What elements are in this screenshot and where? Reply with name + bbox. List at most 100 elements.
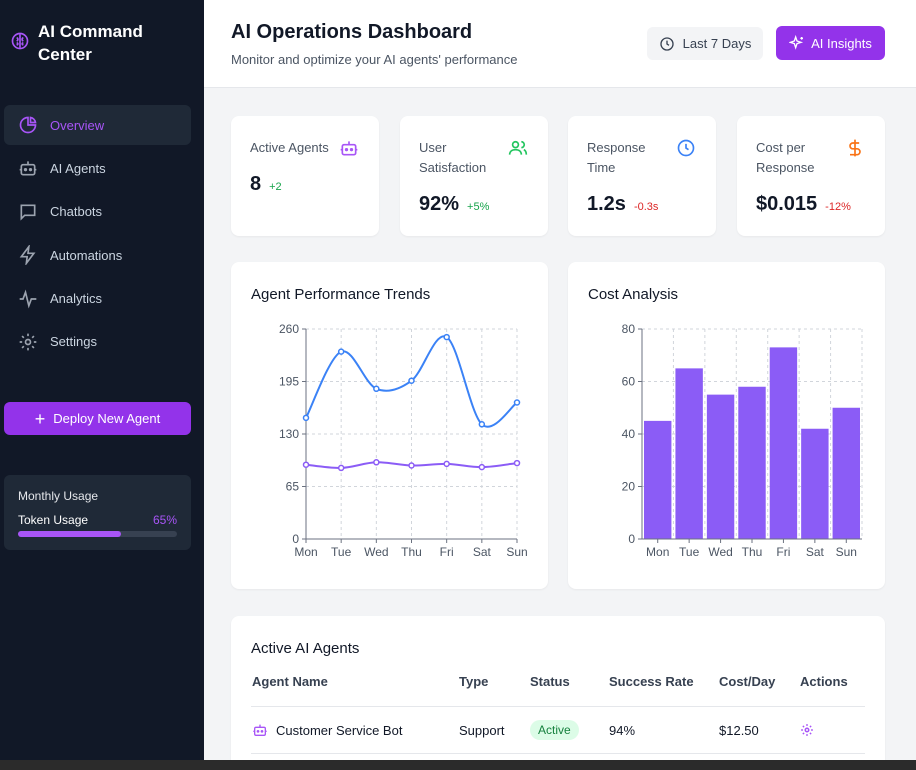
stat-change: -12% <box>825 201 851 213</box>
bar <box>801 428 829 539</box>
stat-card-response-time: Response Time 1.2s -0.3s <box>568 116 716 236</box>
bar <box>675 368 703 539</box>
x-tick-label: Wed <box>364 545 388 559</box>
deploy-agent-button[interactable]: + Deploy New Agent <box>4 402 191 435</box>
stat-card-user-satisfaction: User Satisfaction 92% +5% <box>400 116 548 236</box>
usage-label: Token Usage <box>18 513 89 527</box>
table-row[interactable]: Customer Service Bot Support Active 94% … <box>251 707 865 754</box>
sidebar-item-overview[interactable]: Overview <box>4 105 191 145</box>
dollar-icon <box>849 139 861 157</box>
agent-name: Customer Service Bot <box>276 722 403 738</box>
status-badge: Active <box>530 720 579 740</box>
clock-icon <box>677 139 695 157</box>
data-point <box>478 421 486 428</box>
data-point <box>408 462 415 469</box>
chart-title: Cost Analysis <box>588 286 679 303</box>
bar <box>738 386 766 539</box>
column-header: Type <box>459 674 489 689</box>
data-point <box>513 399 521 406</box>
usage-title: Monthly Usage <box>18 489 99 503</box>
cost-per-day: $12.50 <box>719 722 759 738</box>
data-point <box>337 348 345 355</box>
x-tick-label: Mon <box>294 545 317 559</box>
ai-insights-button[interactable]: AI Insights <box>776 26 885 60</box>
stat-change: -0.3s <box>633 201 659 213</box>
actions-cell <box>800 707 814 753</box>
data-point <box>443 460 450 468</box>
header: AI Operations Dashboard Monitor and opti… <box>204 0 916 88</box>
x-tick-label: Wed <box>708 545 732 559</box>
settings-icon[interactable] <box>800 723 814 737</box>
sidebar-item-label: Chatbots <box>50 204 103 220</box>
sidebar-item-label: AI Agents <box>50 160 106 176</box>
agents-table-card: Active AI Agents Agent Name Type Status … <box>231 616 885 760</box>
sidebar-item-ai-agents[interactable]: AI Agents <box>4 148 191 188</box>
bot-icon <box>340 141 358 156</box>
sidebar-item-chatbots[interactable]: Chatbots <box>4 192 191 232</box>
sidebar-item-label: Automations <box>50 247 123 263</box>
table-title: Active AI Agents <box>251 640 360 657</box>
y-tick-label: 80 <box>622 322 636 336</box>
y-tick-label: 65 <box>286 480 300 494</box>
agent-name-cell: Customer Service Bot <box>252 707 402 753</box>
main-content: AI Operations Dashboard Monitor and opti… <box>204 0 916 760</box>
x-tick-label: Fri <box>776 545 790 559</box>
bar <box>644 420 672 539</box>
users-icon <box>508 140 528 155</box>
brand: AI Command Center <box>10 20 178 66</box>
x-tick-label: Sun <box>506 545 527 559</box>
stat-change: +2 <box>269 181 282 193</box>
stat-label: User Satisfaction <box>419 140 487 175</box>
gear-icon <box>19 333 37 351</box>
pie-chart-icon <box>19 116 37 134</box>
data-point <box>513 459 521 467</box>
status-cell: Active <box>530 707 579 753</box>
usage-card: Monthly Usage Token Usage 65% <box>4 475 191 550</box>
sidebar-item-label: Analytics <box>50 291 103 307</box>
stat-card-active-agents: Active Agents 8 +2 <box>231 116 379 236</box>
y-tick-label: 0 <box>292 532 299 546</box>
date-range-button[interactable]: Last 7 Days <box>647 27 763 60</box>
x-tick-label: Sun <box>836 545 857 559</box>
performance-chart-card: Agent Performance Trends 0 65 130 195 260 Mon… <box>231 262 548 589</box>
usage-progress-bar <box>18 531 177 537</box>
sidebar-nav: Overview AI Agents Chatbots Automations … <box>4 105 191 365</box>
sidebar-item-settings[interactable]: Settings <box>4 322 191 362</box>
y-tick-label: 195 <box>279 375 299 389</box>
x-tick-label: Thu <box>742 545 763 559</box>
x-tick-label: Tue <box>331 545 352 559</box>
y-tick-label: 0 <box>628 532 635 546</box>
date-range-label: Last 7 Days <box>682 36 752 51</box>
x-tick-label: Sat <box>806 545 825 559</box>
x-tick-label: Sat <box>473 545 492 559</box>
column-header: Success Rate <box>609 674 694 689</box>
deploy-label: Deploy New Agent <box>53 411 161 426</box>
chart-title: Agent Performance Trends <box>251 286 431 303</box>
sidebar-item-analytics[interactable]: Analytics <box>4 279 191 319</box>
activity-icon <box>19 289 37 309</box>
usage-percent: 65% <box>152 513 177 527</box>
app-title: AI Command Center <box>38 22 143 64</box>
data-point <box>443 333 450 341</box>
stat-change: +5% <box>467 201 490 213</box>
data-point <box>373 385 380 393</box>
column-header: Actions <box>800 674 848 689</box>
sparkles-icon <box>789 35 804 50</box>
data-point <box>337 464 345 472</box>
chat-icon <box>20 204 36 221</box>
usage-progress-fill <box>18 531 122 537</box>
x-tick-label: Tue <box>679 545 700 559</box>
stat-label: Response Time <box>587 140 646 175</box>
sidebar-item-label: Settings <box>50 334 97 350</box>
performance-line-chart: 0 65 130 195 260 Mon Tue Wed Thu Fri Sat Sun <box>279 322 528 559</box>
page-title: AI Operations Dashboard <box>231 21 473 43</box>
x-tick-label: Thu <box>401 545 422 559</box>
table-header: Agent Name Type Status Success Rate Cost… <box>251 674 865 707</box>
bar <box>832 407 860 539</box>
stat-card-cost-per-response: Cost per Response $0.015 -12% <box>737 116 885 236</box>
stat-label: Cost per Response <box>756 140 815 175</box>
stat-label: Active Agents <box>250 140 329 155</box>
y-tick-label: 260 <box>279 322 299 336</box>
sidebar-item-automations[interactable]: Automations <box>4 235 191 275</box>
bar <box>769 347 798 539</box>
